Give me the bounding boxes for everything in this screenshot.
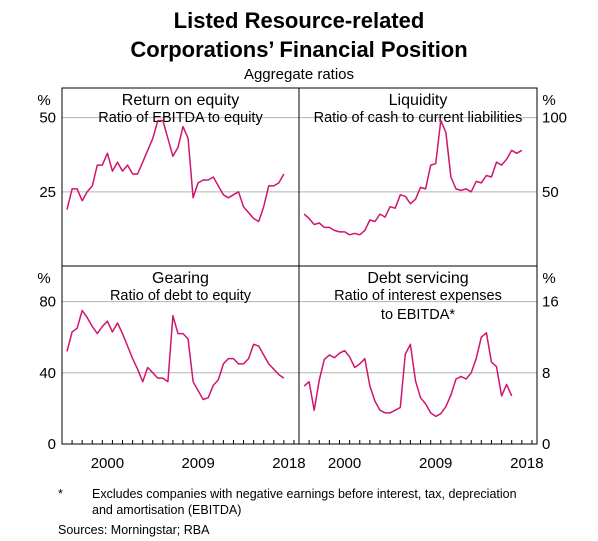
x-tick-label: 2009 [181, 455, 214, 472]
y-tick-label: 80 [39, 294, 56, 311]
sources-note: Sources: Morningstar; RBA [58, 523, 210, 537]
panel-title: Liquidity [389, 92, 448, 109]
panel-subtitle: Ratio of cash to current liabilities [314, 110, 523, 126]
panel-subtitle: Ratio of interest expenses [334, 288, 502, 304]
series-line [303, 332, 513, 418]
panel-subtitle: to EBITDA* [381, 307, 455, 323]
y-tick-label: 40 [39, 365, 56, 382]
y-tick-label: 8 [542, 365, 550, 382]
x-tick-label: 2000 [328, 455, 361, 472]
panel-subtitle: Ratio of EBITDA to equity [98, 110, 263, 126]
unit-label: % [37, 270, 50, 287]
y-tick-label: 50 [542, 184, 559, 201]
x-tick-label: 2018 [510, 455, 543, 472]
chart-title-line1: Listed Resource-related [173, 8, 425, 33]
chart-subtitle: Aggregate ratios [243, 66, 355, 83]
x-tick-label: 2018 [272, 455, 305, 472]
y-tick-label: 25 [39, 184, 56, 201]
series-line [66, 119, 285, 223]
y-tick-label: 0 [542, 436, 550, 453]
plot-frame [61, 87, 538, 445]
unit-label: % [542, 92, 555, 109]
panel-subtitle: Ratio of debt to equity [110, 288, 252, 304]
panel-title: Gearing [152, 270, 209, 287]
unit-label: % [542, 270, 555, 287]
panel-title: Debt servicing [367, 270, 468, 287]
chart-title-line2: Corporations’ Financial Position [130, 37, 468, 62]
series-line [66, 309, 285, 401]
footnote-text: Excludes companies with negative earning… [92, 487, 517, 517]
footnote-marker: * [58, 487, 63, 501]
y-tick-label: 100 [542, 110, 567, 127]
unit-label: % [37, 92, 50, 109]
panel-title: Return on equity [122, 92, 239, 109]
series-line [303, 119, 523, 236]
y-tick-label: 16 [542, 294, 559, 311]
x-tick-label: 2000 [91, 455, 124, 472]
y-tick-label: 50 [39, 110, 56, 127]
y-tick-label: 0 [48, 436, 56, 453]
x-tick-label: 2009 [419, 455, 452, 472]
